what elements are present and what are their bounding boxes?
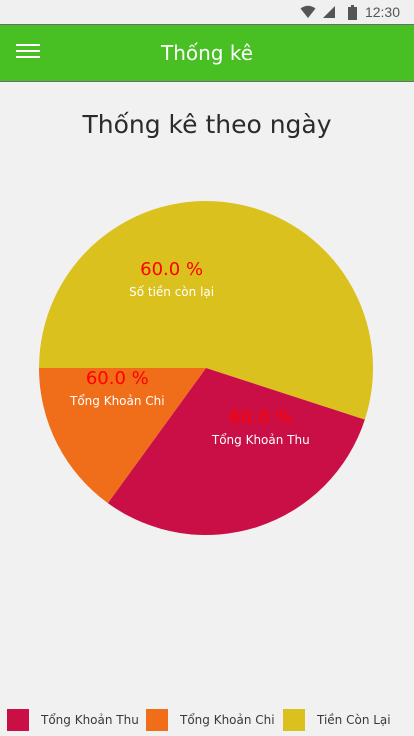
legend-item-expense: Tổng Khoản Chi [146,709,275,731]
slice-label-expense: Tổng Khoản Chi [69,394,165,408]
slice-percent-label-income: 60.0 % [229,407,292,428]
legend-item-income: Tổng Khoản Thu [7,709,139,731]
pie-slice-expense [39,368,206,504]
legend-swatch-remaining [283,709,305,731]
battery-icon [347,4,357,20]
hamburger-menu-icon [16,43,40,63]
legend-label-expense: Tổng Khoản Chi [180,713,275,727]
status-bar: 12:30 [0,0,414,24]
pie-slice-remaining [39,201,373,420]
pie-slice-income [107,368,365,536]
legend-swatch-income [7,709,29,731]
legend-item-remaining: Tiền Còn Lại [283,709,391,731]
slice-label-remaining: Số tiền còn lại [129,285,214,299]
legend-label-remaining: Tiền Còn Lại [317,713,391,727]
status-icons: 12:30 [300,3,400,21]
chart-legend: Tổng Khoản Thu Tổng Khoản Chi Tiền Còn L… [0,706,414,734]
slice-percent-label-remaining: 60.0 % [140,259,203,280]
slice-label-income: Tổng Khoản Thu [211,433,310,447]
cell-signal-icon [322,5,336,19]
wifi-icon [300,5,316,19]
status-time: 12:30 [364,4,400,20]
page-heading: Thống kê theo ngày [82,110,332,139]
legend-swatch-expense [146,709,168,731]
legend-label-income: Tổng Khoản Thu [41,713,139,727]
slice-percent-label-expense: 60.0 % [86,368,149,389]
app-title: Thống kê [160,41,254,65]
menu-button[interactable] [10,37,46,69]
app-bar: Thống kê [0,24,414,82]
